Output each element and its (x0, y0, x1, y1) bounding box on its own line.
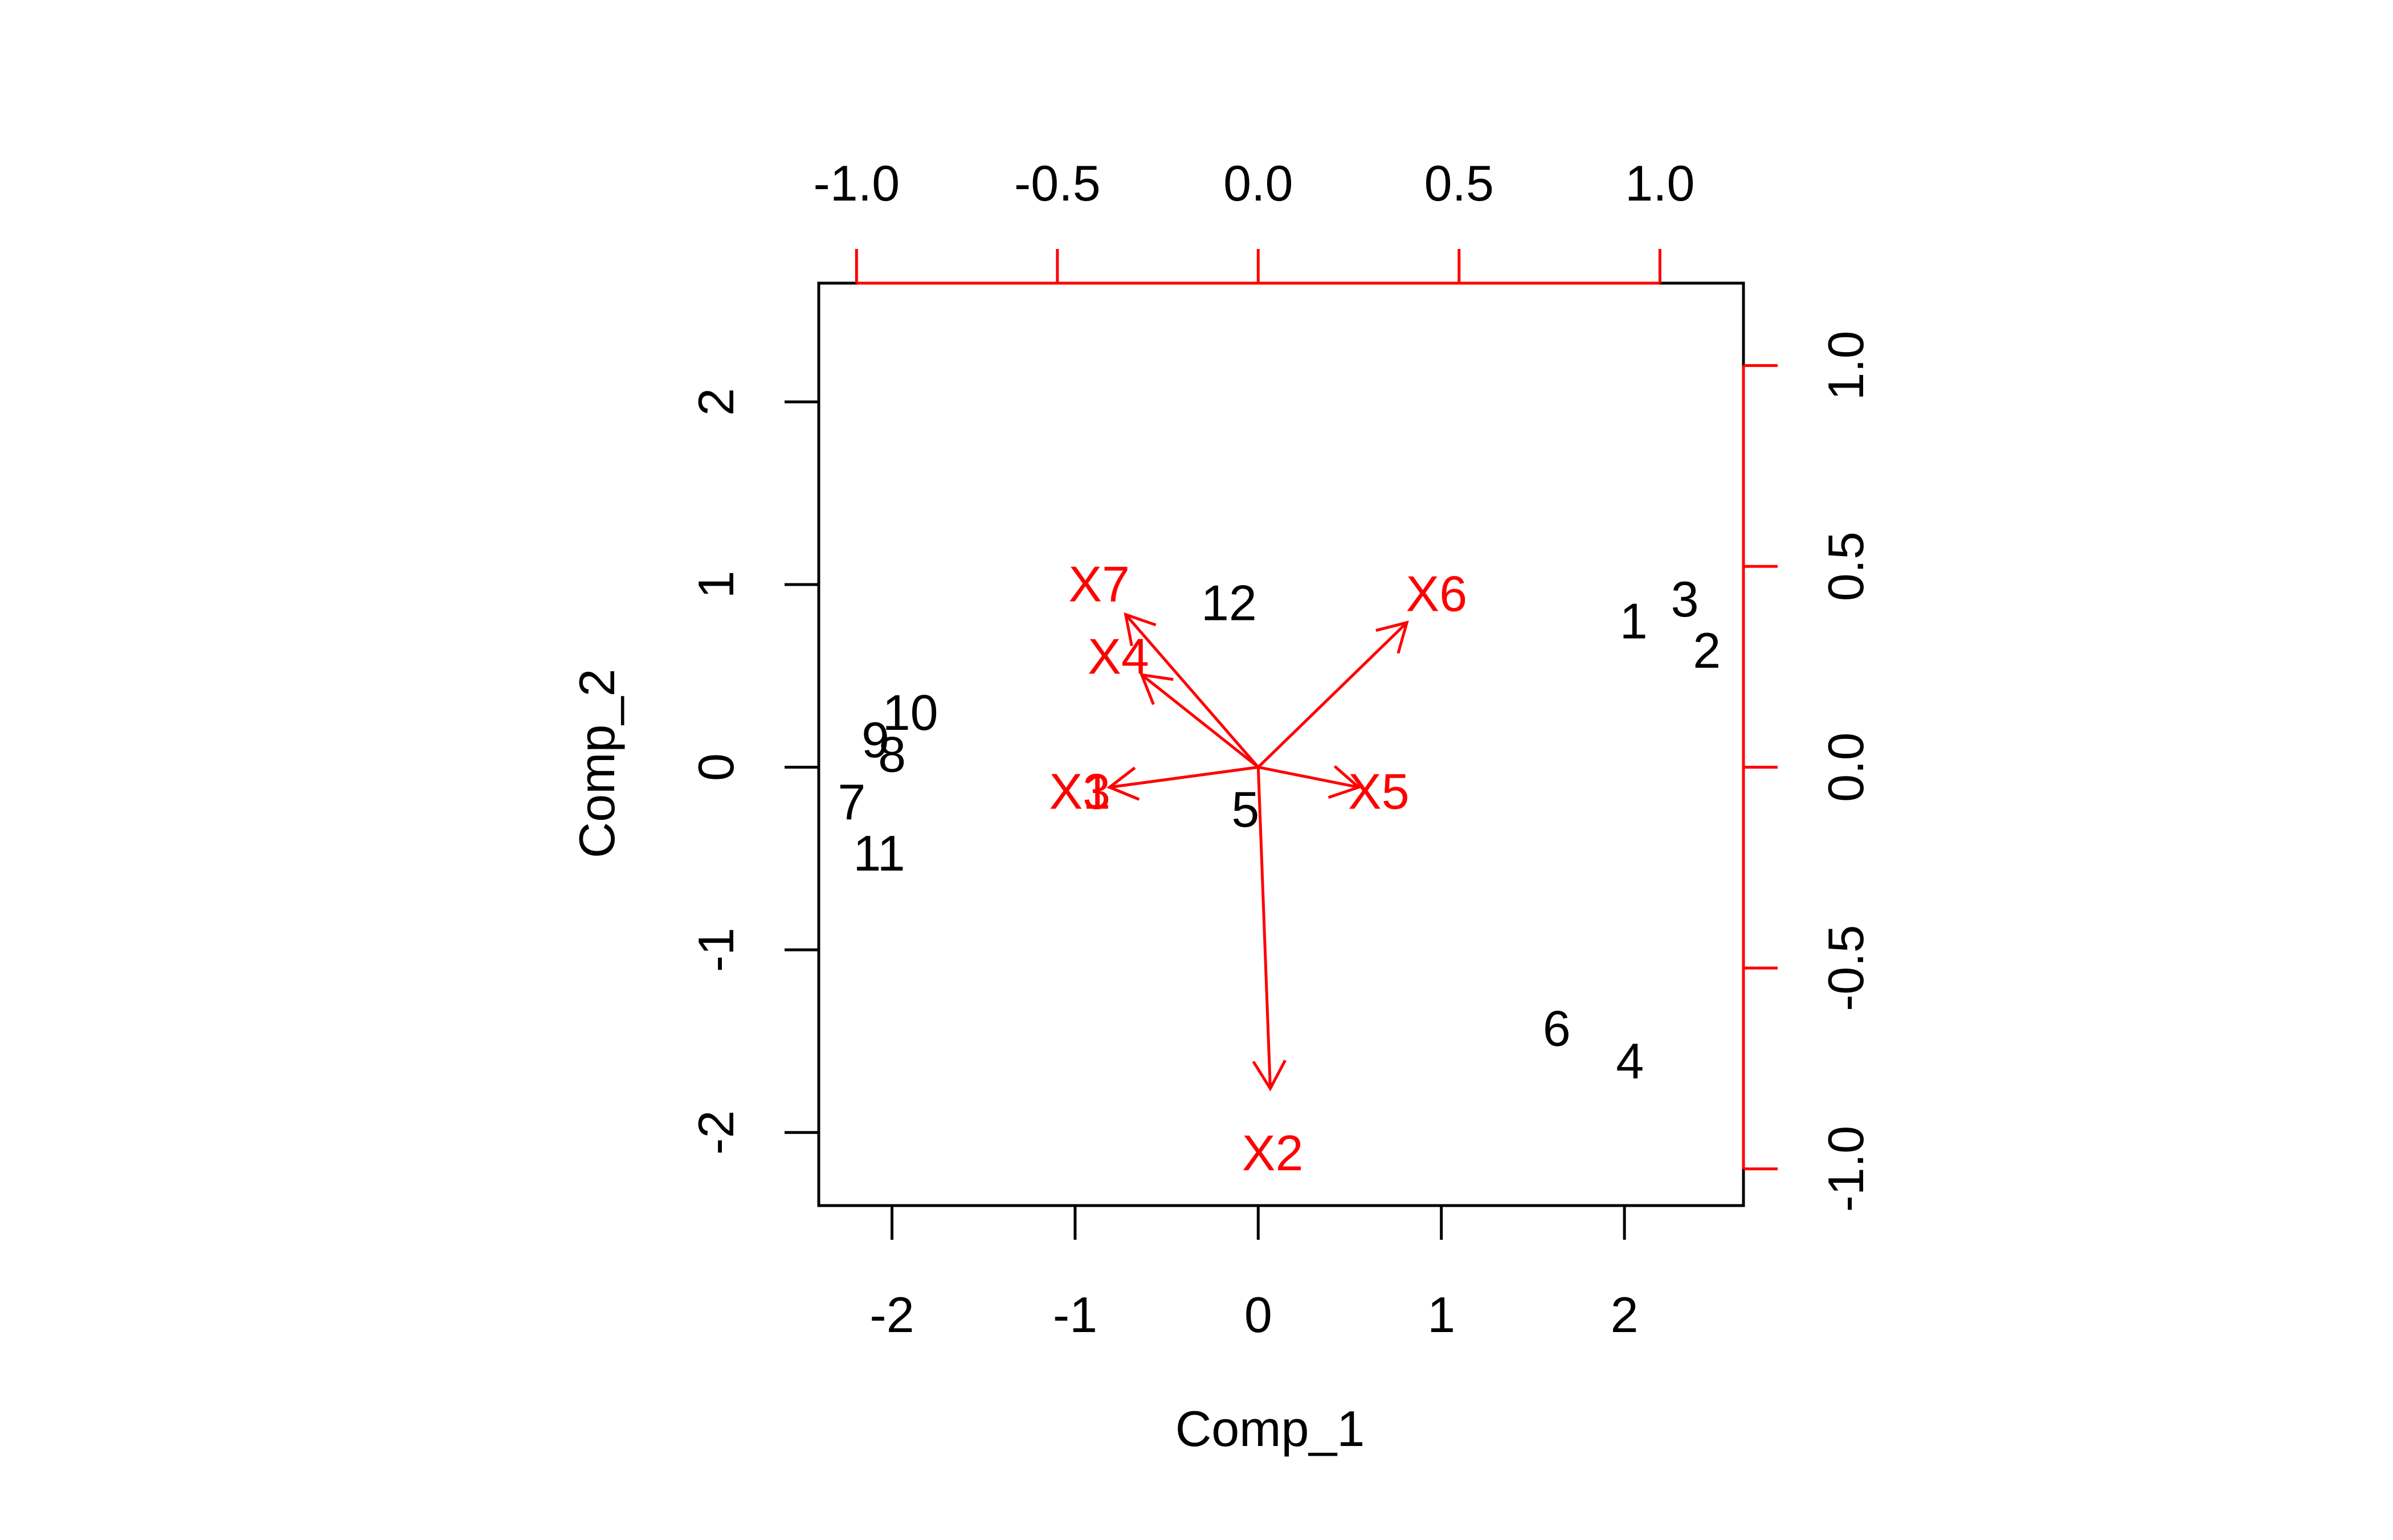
top-tick-label: 0.0 (1223, 155, 1293, 211)
observation-label: 12 (1201, 575, 1257, 631)
right-tick-label: -0.5 (1818, 925, 1874, 1011)
arrow-head (1124, 612, 1157, 647)
variable-label: X3 (1049, 763, 1110, 819)
loading-arrow-x5: X5 (1257, 763, 1410, 819)
observation-label: 4 (1616, 1033, 1644, 1089)
x-tick-label: 2 (1611, 1286, 1639, 1343)
observation-label: 8 (878, 726, 906, 783)
arrow-head (1106, 766, 1140, 801)
loading-arrow-x7: X7 (1068, 556, 1260, 769)
observation-label: 2 (1693, 622, 1721, 679)
arrow-shaft (1124, 614, 1260, 769)
arrow-head (1252, 1059, 1287, 1092)
loading-arrow-x6: X6 (1257, 566, 1468, 769)
y-tick-label: -1 (688, 928, 744, 972)
variable-label: X1 (1049, 763, 1110, 819)
observation-label: 11 (853, 825, 905, 881)
observation-label: 6 (1543, 1000, 1571, 1057)
variable-label: X4 (1088, 628, 1149, 684)
x-tick-label: 1 (1427, 1286, 1455, 1343)
loading-arrow-x4: X4 (1088, 628, 1259, 769)
right-tick-label: 0.5 (1818, 532, 1874, 601)
arrow-head (1328, 765, 1362, 799)
y-tick-label: 1 (688, 571, 744, 599)
observation-label: 10 (883, 684, 938, 741)
y-axis-title: Comp_2 (569, 669, 625, 859)
arrow-shaft (1109, 766, 1259, 789)
observation-label: 5 (1231, 781, 1259, 838)
x-tick-label: -2 (869, 1286, 914, 1343)
arrow-head (1139, 673, 1174, 705)
loading-arrow-x2: X2 (1242, 767, 1304, 1181)
right-tick-label: 1.0 (1818, 330, 1874, 400)
arrow-shaft (1257, 766, 1359, 789)
observation-label: 3 (1671, 571, 1699, 627)
loading-arrow-x3: X3 (1049, 763, 1259, 819)
variable-label: X2 (1242, 1125, 1304, 1181)
variable-label: X5 (1348, 763, 1410, 819)
loading-arrows: X1 X2 X3 X4 X5 X6 X7 (1049, 556, 1467, 1181)
top-tick-label: -1.0 (814, 155, 900, 211)
observation-label: 1 (1620, 593, 1648, 650)
variable-label: X6 (1406, 566, 1468, 622)
top-tick-label: 1.0 (1625, 155, 1694, 211)
y-tick-label: -2 (688, 1110, 744, 1155)
right-tick-label: 0.0 (1818, 732, 1874, 802)
arrow-shaft (1141, 673, 1259, 769)
x-tick-label: -1 (1053, 1286, 1097, 1343)
observation-label: 9 (861, 712, 889, 768)
y-tick-label: 0 (688, 753, 744, 781)
variable-label: X7 (1068, 556, 1130, 612)
right-tick-label: -1.0 (1818, 1126, 1874, 1212)
arrow-shaft (1257, 621, 1408, 769)
observation-label: 7 (838, 774, 865, 830)
arrow-head (1375, 620, 1409, 654)
top-tick-label: -0.5 (1014, 155, 1101, 211)
x-tick-label: 0 (1244, 1286, 1272, 1343)
arrow-shaft (1256, 767, 1272, 1089)
x-axis-title: Comp_1 (1175, 1400, 1365, 1457)
y-tick-label: 2 (688, 388, 744, 416)
top-tick-label: 0.5 (1424, 155, 1494, 211)
